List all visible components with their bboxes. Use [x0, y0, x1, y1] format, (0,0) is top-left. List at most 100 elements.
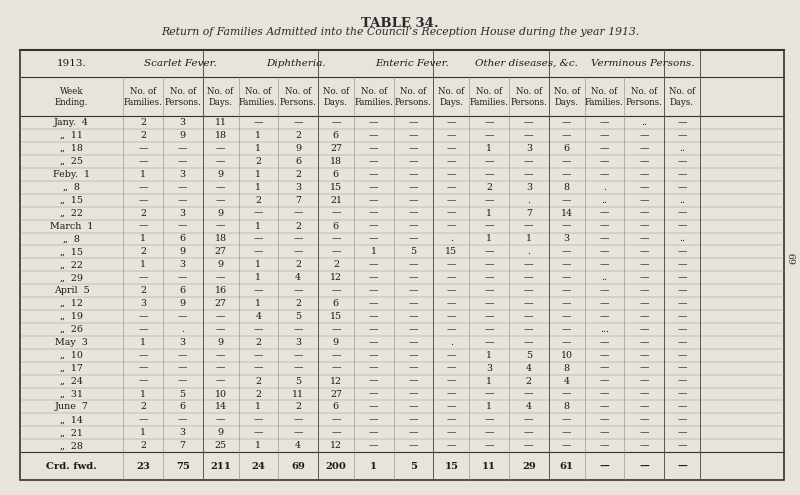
Text: —: — [446, 441, 456, 450]
Text: —: — [369, 209, 378, 218]
Text: „  31: „ 31 [60, 390, 83, 398]
Text: —: — [178, 273, 187, 282]
Text: Return of Families Admitted into the Council’s Reception House during the year 1: Return of Families Admitted into the Cou… [161, 27, 639, 37]
Text: —: — [409, 235, 418, 244]
Text: 11: 11 [292, 390, 304, 398]
Text: 2: 2 [140, 118, 146, 127]
Text: 1: 1 [486, 235, 492, 244]
Text: 1: 1 [255, 402, 262, 411]
Text: 12: 12 [330, 273, 342, 282]
Text: —: — [599, 462, 610, 471]
Text: 3: 3 [295, 338, 301, 347]
Text: No. of
Persons.: No. of Persons. [395, 87, 432, 106]
Text: 14: 14 [561, 209, 573, 218]
Text: 69: 69 [291, 462, 305, 471]
Text: —: — [524, 222, 534, 231]
Text: —: — [678, 338, 686, 347]
Text: —: — [639, 273, 649, 282]
Text: „  18: „ 18 [60, 144, 83, 153]
Text: —: — [331, 235, 341, 244]
Text: —: — [678, 377, 686, 386]
Text: 1913.: 1913. [57, 59, 86, 68]
Text: —: — [446, 299, 456, 308]
Text: 4: 4 [564, 377, 570, 386]
Text: —: — [446, 364, 456, 373]
Text: —: — [216, 377, 226, 386]
Text: —: — [484, 338, 494, 347]
Text: —: — [216, 364, 226, 373]
Text: —: — [294, 118, 303, 127]
Text: —: — [639, 364, 649, 373]
Text: 12: 12 [330, 377, 342, 386]
Text: —: — [446, 312, 456, 321]
Text: —: — [178, 351, 187, 360]
Text: —: — [138, 222, 148, 231]
Text: 11: 11 [482, 462, 496, 471]
Text: —: — [446, 183, 456, 192]
Text: —: — [639, 144, 649, 153]
Text: —: — [254, 235, 263, 244]
Text: 75: 75 [176, 462, 190, 471]
Text: —: — [678, 415, 686, 424]
Text: 1: 1 [486, 402, 492, 411]
Text: —: — [369, 390, 378, 398]
Text: No. of
Days.: No. of Days. [438, 87, 465, 106]
Text: 1: 1 [526, 235, 532, 244]
Text: 9: 9 [180, 299, 186, 308]
Text: —: — [369, 222, 378, 231]
Text: —: — [484, 415, 494, 424]
Text: —: — [600, 235, 610, 244]
Text: —: — [639, 390, 649, 398]
Text: —: — [562, 273, 571, 282]
Text: —: — [678, 441, 686, 450]
Text: —: — [178, 364, 187, 373]
Text: .: . [450, 338, 453, 347]
Text: —: — [524, 118, 534, 127]
Text: —: — [446, 196, 456, 205]
Text: —: — [446, 144, 456, 153]
Text: „  22: „ 22 [60, 209, 83, 218]
Text: —: — [484, 325, 494, 334]
Text: —: — [369, 273, 378, 282]
Text: 9: 9 [218, 428, 224, 437]
Text: —: — [331, 248, 341, 256]
Text: —: — [639, 170, 649, 179]
Text: 2: 2 [255, 338, 262, 347]
Text: —: — [484, 441, 494, 450]
Text: —: — [178, 196, 187, 205]
Text: —: — [409, 377, 418, 386]
Text: 1: 1 [255, 144, 262, 153]
Text: Crd. fwd.: Crd. fwd. [46, 462, 97, 471]
Text: —: — [524, 170, 534, 179]
Text: 23: 23 [136, 462, 150, 471]
Text: 15: 15 [330, 312, 342, 321]
Text: —: — [600, 286, 610, 295]
Text: —: — [331, 428, 341, 437]
Text: —: — [524, 286, 534, 295]
Text: —: — [254, 351, 263, 360]
Text: 211: 211 [210, 462, 231, 471]
Text: —: — [600, 441, 610, 450]
Text: —: — [369, 260, 378, 269]
Text: —: — [524, 415, 534, 424]
Text: —: — [409, 351, 418, 360]
Text: —: — [138, 312, 148, 321]
Text: —: — [178, 312, 187, 321]
Text: —: — [409, 325, 418, 334]
Text: „  29: „ 29 [60, 273, 83, 282]
Text: —: — [484, 222, 494, 231]
Text: —: — [446, 428, 456, 437]
Text: —: — [678, 170, 686, 179]
Text: —: — [369, 235, 378, 244]
Text: —: — [524, 428, 534, 437]
Text: 18: 18 [330, 157, 342, 166]
Text: 5: 5 [180, 390, 186, 398]
Text: 3: 3 [526, 144, 532, 153]
Text: —: — [484, 260, 494, 269]
Text: —: — [484, 248, 494, 256]
Text: „  17: „ 17 [60, 364, 83, 373]
Text: May  3: May 3 [55, 338, 88, 347]
Text: No. of
Families.: No. of Families. [585, 87, 624, 106]
Text: —: — [484, 286, 494, 295]
Text: 9: 9 [218, 170, 224, 179]
